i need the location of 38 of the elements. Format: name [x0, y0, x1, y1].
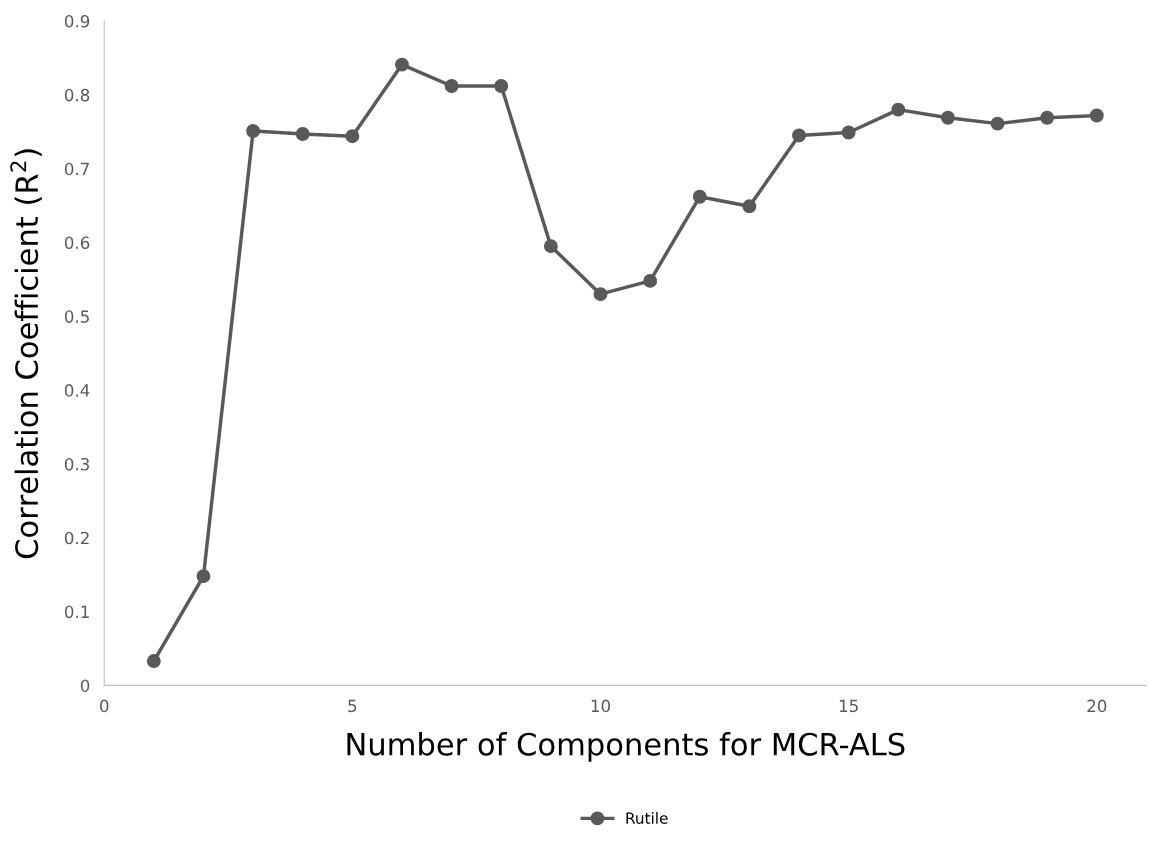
- y-tick-label: 0.7: [64, 162, 89, 176]
- y-axis-title: Correlation Coefficient (R$^{2}$): [10, 149, 42, 559]
- point: [146, 654, 161, 668]
- x-axis-title: Number of Components for MCR-ALS: [347, 732, 905, 762]
- point: [1040, 110, 1055, 125]
- x-tick-label: 20: [1087, 699, 1107, 713]
- point: [891, 102, 906, 117]
- legend-label: Rutile: [626, 812, 668, 824]
- y-tick-label: 0.4: [64, 384, 90, 397]
- point: [692, 189, 707, 204]
- x-tick-label: 10: [591, 699, 610, 713]
- x-tick-label: 15: [839, 699, 858, 713]
- point: [345, 129, 360, 144]
- y-tick-label: 0.9: [64, 14, 90, 28]
- point: [792, 128, 806, 143]
- y-tick-label: 0: [80, 679, 90, 692]
- point: [196, 569, 211, 584]
- y-tick-label: 0.3: [64, 457, 89, 471]
- y-tick-label: 0.6: [64, 236, 90, 250]
- point: [1089, 108, 1104, 123]
- point: [940, 110, 955, 125]
- point: [444, 79, 459, 93]
- x-tick-label: 5: [348, 699, 357, 713]
- point: [990, 116, 1005, 131]
- x-tick-label: 0: [100, 699, 109, 713]
- y-tick-label: 0.2: [64, 531, 89, 545]
- point: [295, 127, 310, 141]
- point: [742, 199, 757, 214]
- point: [395, 57, 409, 72]
- point: [593, 287, 608, 302]
- point: [643, 273, 658, 288]
- point: [494, 79, 509, 93]
- y-tick-label: 0.5: [64, 310, 89, 323]
- point: [246, 124, 261, 138]
- point: [841, 125, 856, 140]
- y-tick-label: 0.1: [64, 605, 89, 619]
- y-tick-label: 0.8: [64, 88, 90, 102]
- point: [543, 239, 558, 254]
